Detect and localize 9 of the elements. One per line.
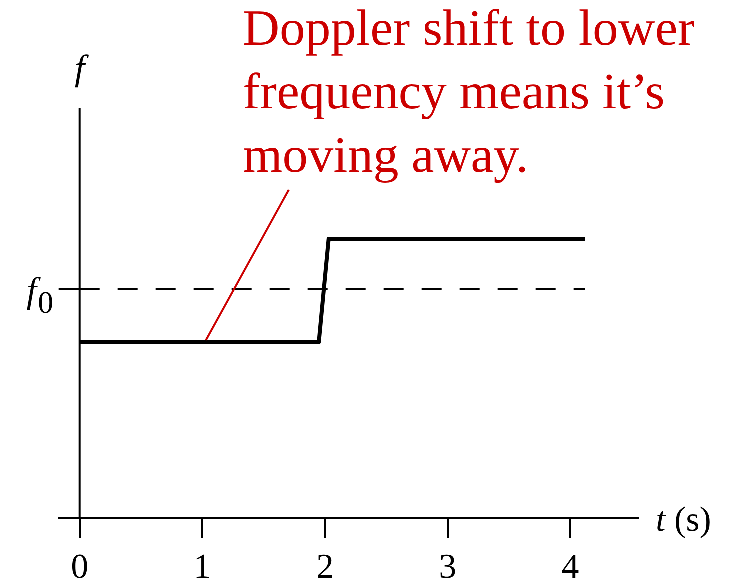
annotation: Doppler shift to lower frequency means it’s moving away.: [243, 1, 695, 184]
x-tick-label: 0: [71, 547, 89, 586]
x-tick-label: 1: [194, 547, 212, 586]
x-tick-label: 3: [439, 547, 457, 586]
y-axis-title: f: [74, 48, 90, 88]
x-axis-title: t (s): [656, 500, 712, 539]
x-tick-label: 4: [562, 547, 580, 586]
ref-line-label: f₀: [26, 257, 55, 314]
x-tick-label: 2: [316, 547, 334, 586]
